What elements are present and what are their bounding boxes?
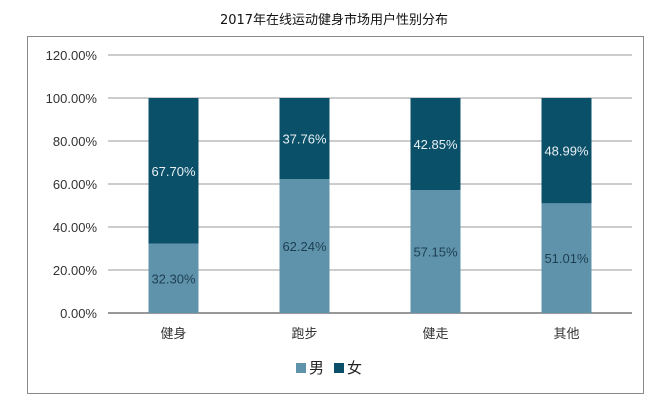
bar-segment [541,203,592,313]
legend-swatch [296,363,306,373]
data-label: 42.85% [413,137,458,152]
y-tick-label: 60.00% [53,177,98,192]
y-tick-label: 100.00% [46,91,98,106]
data-label: 37.76% [282,132,327,147]
chart-frame [27,36,644,394]
bar-segment [148,98,199,244]
x-tick-label: 健走 [422,327,448,342]
bar-segment [279,98,330,180]
bar-segment [410,190,461,313]
y-tick-label: 80.00% [53,134,98,149]
x-tick-label: 健身 [160,326,186,342]
legend-label: 男 [309,359,324,377]
legend-swatch [334,363,344,373]
y-tick-label: 0.00% [60,306,97,321]
data-label: 32.30% [151,271,196,286]
bar-segment [410,98,461,191]
data-label: 62.24% [282,239,327,254]
bar-segment [279,179,330,313]
y-tick-label: 40.00% [53,220,98,235]
y-tick-label: 120.00% [46,48,98,63]
x-tick-label: 跑步 [291,327,317,342]
y-tick-label: 20.00% [53,263,98,278]
bar-segment [148,243,199,313]
data-label: 48.99% [544,144,589,159]
data-label: 51.01% [544,251,589,266]
data-label: 57.15% [413,245,458,260]
bar-segment [541,98,592,204]
data-label: 67.70% [151,164,196,179]
x-tick-label: 其他 [553,327,579,342]
legend-label: 女 [347,359,362,377]
chart-title: 2017年在线运动健身市场用户性别分布 [219,13,449,28]
